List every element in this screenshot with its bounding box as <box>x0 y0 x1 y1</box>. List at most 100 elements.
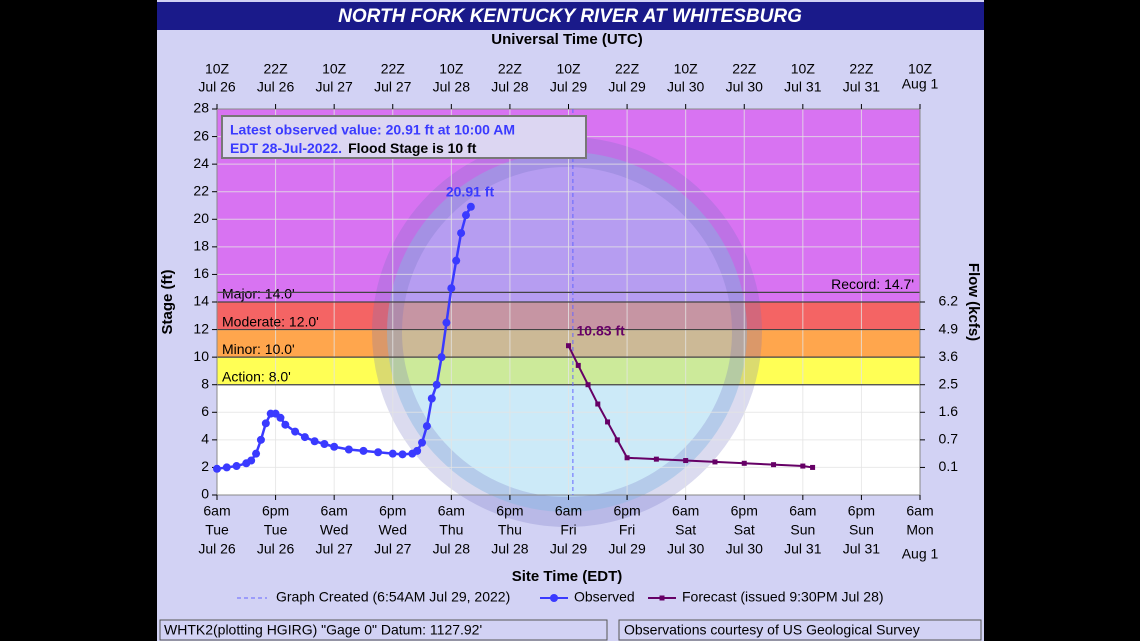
top-x-tick-label: 22Z <box>498 61 523 77</box>
top-x-tick-label: Jul 27 <box>374 79 412 95</box>
observed-point <box>398 450 407 459</box>
watermark <box>387 152 747 512</box>
top-x-tick-label: 10Z <box>439 61 464 77</box>
observed-point <box>213 464 221 473</box>
series-line <box>567 345 813 469</box>
x-tick-label: Jul 26 <box>257 541 295 557</box>
title-bar <box>157 2 984 30</box>
top-x-tick-label: 10Z <box>322 61 347 77</box>
chart-title: NORTH FORK KENTUCKY RIVER AT WHITESBURG <box>338 6 802 27</box>
x-tick-label: Tue <box>264 522 288 538</box>
top-x-tick-label: Jul 27 <box>315 79 353 95</box>
x-tick-label: Jul 29 <box>608 541 646 557</box>
top-x-tick-label: Jul 26 <box>198 79 236 95</box>
value-label: 10.83 ft <box>577 322 626 338</box>
x-tick-label: Jul 28 <box>491 541 529 557</box>
info-text-part: EDT 28-Jul-2022. <box>230 140 342 156</box>
x-tick-label: Jul 28 <box>433 541 471 557</box>
top-x-tick-label: Jul 29 <box>608 79 646 95</box>
observed-point <box>388 449 397 458</box>
x-axis-title: Site Time (EDT) <box>512 568 623 585</box>
x-tick-label: Jul 30 <box>667 541 705 557</box>
legend-label: Forecast (issued 9:30PM Jul 28) <box>682 589 884 605</box>
forecast-point <box>585 382 591 388</box>
info-text-part: Flood Stage is 10 ft <box>348 140 477 156</box>
y2-tick-label: 4.9 <box>939 320 959 336</box>
observed-point <box>232 462 241 471</box>
y2-axis-title: Flow (kcfs) <box>965 263 982 341</box>
observed-point <box>222 463 231 472</box>
forecast-point <box>800 463 806 469</box>
observed-point <box>466 202 475 211</box>
x-tick-label: 6pm <box>262 503 289 519</box>
x-tick-label: Jul 30 <box>726 541 764 557</box>
observed-point <box>413 446 422 455</box>
x-tick-label: 6am <box>789 503 816 519</box>
x-tick-label: Sat <box>734 522 755 538</box>
legend-marker <box>550 594 558 602</box>
top-x-tick-label: 22Z <box>732 61 757 77</box>
observed-point <box>276 413 285 422</box>
y-tick-label: 4 <box>201 431 209 447</box>
y-tick-label: 6 <box>201 403 209 419</box>
x-tick-label: 6am <box>321 503 348 519</box>
top-x-tick-label: Jul 31 <box>784 79 822 95</box>
x-tick-label: Jul 27 <box>374 541 412 557</box>
flood-label: Action: 8.0' <box>222 368 291 384</box>
footer-box <box>159 619 608 641</box>
forecast-point <box>712 459 718 465</box>
x-tick-label: 6am <box>203 503 230 519</box>
top-x-tick-label: 10Z <box>674 61 699 77</box>
observed-point <box>442 318 451 327</box>
value-label: 20.91 ft <box>446 183 495 199</box>
observed-point <box>452 256 461 265</box>
observed-point <box>247 456 256 465</box>
observed-point <box>256 435 265 444</box>
observed-point <box>447 284 456 293</box>
observed-point <box>418 438 427 447</box>
x-tick-label: Aug 1 <box>902 546 939 562</box>
forecast-point <box>653 456 659 462</box>
record-label: Record: 14.7' <box>831 276 914 292</box>
footer-left: WHTK2(plotting HGIRG) "Gage 0" Datum: 11… <box>164 622 482 638</box>
y-tick-label: 28 <box>193 100 209 116</box>
observed-point <box>432 380 441 389</box>
forecast-point <box>624 455 630 461</box>
observed-point <box>457 229 466 238</box>
x-tick-label: Wed <box>320 522 349 538</box>
y2-tick-label: 6.2 <box>939 293 959 309</box>
forecast-point <box>595 401 601 407</box>
observed-point <box>330 442 339 451</box>
x-tick-label: 6pm <box>496 503 523 519</box>
x-tick-label: Mon <box>906 522 933 538</box>
plot: Action: 8.0' Minor: 10.0' Moderate: 12.0' M… <box>193 61 958 562</box>
footer-box <box>618 619 982 641</box>
top-x-tick-label: Jul 29 <box>550 79 588 95</box>
top-x-tick-label: 22Z <box>849 61 874 77</box>
y2-tick-label: 2.5 <box>939 375 959 391</box>
x-tick-label: Sat <box>675 522 696 538</box>
x-tick-label: Jul 27 <box>315 541 353 557</box>
x-tick-label: Wed <box>378 522 407 538</box>
legend-marker <box>659 595 665 601</box>
top-x-tick-label: Jul 30 <box>726 79 764 95</box>
x-tick-label: 6am <box>672 503 699 519</box>
y2-tick-label: 0.7 <box>939 431 959 447</box>
y-tick-label: 22 <box>193 182 209 198</box>
forecast-point <box>683 458 689 464</box>
y-tick-label: 18 <box>193 238 209 254</box>
x-tick-label: Tue <box>205 522 229 538</box>
top-x-tick-label: 10Z <box>791 61 816 77</box>
top-x-tick-label: Jul 28 <box>433 79 471 95</box>
observed-point <box>310 437 319 446</box>
observed-point <box>359 446 368 455</box>
observed-point <box>437 353 446 362</box>
forecast-point <box>575 362 581 368</box>
legend-label: Graph Created (6:54AM Jul 29, 2022) <box>276 589 510 605</box>
y-tick-label: 2 <box>201 458 209 474</box>
observed-point <box>291 427 300 436</box>
y-tick-label: 26 <box>193 127 209 143</box>
forecast-point <box>605 419 611 425</box>
